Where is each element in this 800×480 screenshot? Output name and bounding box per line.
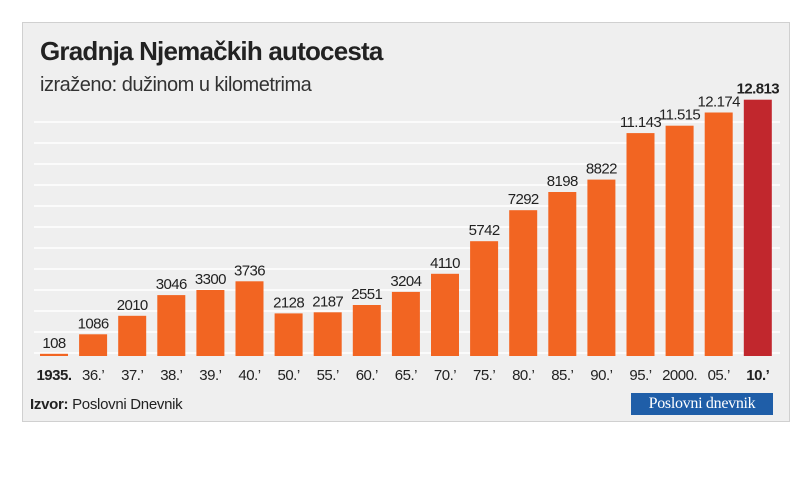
value-label-17: 12.174 xyxy=(698,94,741,111)
bar-10 xyxy=(431,273,459,356)
value-label-4: 3300 xyxy=(195,271,226,288)
tick-label-9: 65.’ xyxy=(395,367,417,384)
value-label-7: 2187 xyxy=(312,293,343,310)
value-label-2: 2010 xyxy=(117,297,148,314)
bar-4 xyxy=(196,290,225,356)
bar-6 xyxy=(274,313,303,356)
chart-title: Gradnja Njemačkih autocesta xyxy=(40,36,383,66)
value-label-10: 4110 xyxy=(430,255,460,272)
source-text: Poslovni Dnevnik xyxy=(72,396,183,413)
value-label-8: 2551 xyxy=(351,286,382,303)
tick-label-14: 90.’ xyxy=(590,367,612,384)
source-label: Izvor: xyxy=(30,396,69,413)
tick-label-7: 55.’ xyxy=(317,367,339,384)
value-label-0: 108 xyxy=(42,335,65,352)
value-label-3: 3046 xyxy=(156,276,187,293)
bar-14 xyxy=(587,179,616,356)
tick-label-12: 80.’ xyxy=(512,367,534,384)
tick-label-8: 60.’ xyxy=(356,367,378,384)
tick-label-3: 38.’ xyxy=(160,367,182,384)
value-label-1: 1086 xyxy=(78,315,109,332)
tick-label-11: 75.’ xyxy=(473,367,495,384)
value-labels: 108 1086 2010 3046 3300 3736 2128 2187 2551 3204 4… xyxy=(42,81,779,352)
bar-16 xyxy=(665,125,694,356)
value-label-14: 8822 xyxy=(586,161,617,178)
chart-subtitle: izraženo: dužinom u kilometrima xyxy=(40,74,312,96)
tick-label-18: 10.’ xyxy=(746,367,769,384)
value-label-13: 8198 xyxy=(547,173,578,190)
tick-label-0: 1935. xyxy=(36,367,71,384)
tick-label-2: 37.’ xyxy=(121,367,143,384)
tick-label-6: 50.’ xyxy=(278,367,300,384)
bar-3 xyxy=(157,295,186,356)
bar-12 xyxy=(509,210,538,356)
value-label-5: 3736 xyxy=(234,262,265,279)
bar-18 xyxy=(743,99,772,356)
bar-11 xyxy=(470,241,499,356)
bars xyxy=(40,99,772,356)
value-label-15: 11.143 xyxy=(620,114,661,131)
tick-label-13: 85.’ xyxy=(551,367,573,384)
tick-label-16: 2000. xyxy=(662,367,697,384)
bar-1 xyxy=(79,334,108,356)
x-tick-labels: 1935. 36.’ 37.’ 38.’ 39.’ 40.’ 50.’ 55.’ 60.’ 65.… xyxy=(36,367,770,384)
bar-9 xyxy=(391,291,420,356)
tick-label-5: 40.’ xyxy=(238,367,260,384)
bar-7 xyxy=(313,312,342,356)
bar-2 xyxy=(118,315,147,356)
value-label-6: 2128 xyxy=(273,294,304,311)
value-label-12: 7292 xyxy=(508,191,539,208)
source-note: Izvor: Poslovni Dnevnik xyxy=(30,396,183,413)
bar-0 xyxy=(40,353,68,356)
bar-15 xyxy=(626,133,655,356)
value-label-9: 3204 xyxy=(390,273,421,290)
bar-5 xyxy=(235,281,264,356)
tick-label-17: 05.’ xyxy=(708,367,730,384)
bar-17 xyxy=(704,112,733,356)
value-label-11: 5742 xyxy=(469,222,500,239)
bar-13 xyxy=(548,192,577,356)
tick-label-4: 39.’ xyxy=(199,367,221,384)
publisher-logo: Poslovni dnevnik xyxy=(631,393,773,415)
tick-label-15: 95.’ xyxy=(629,367,651,384)
tick-label-1: 36.’ xyxy=(82,367,104,384)
tick-label-10: 70.’ xyxy=(434,367,456,384)
value-label-16: 11.515 xyxy=(659,107,700,124)
bar-8 xyxy=(352,305,381,356)
value-label-18: 12.813 xyxy=(737,81,780,98)
